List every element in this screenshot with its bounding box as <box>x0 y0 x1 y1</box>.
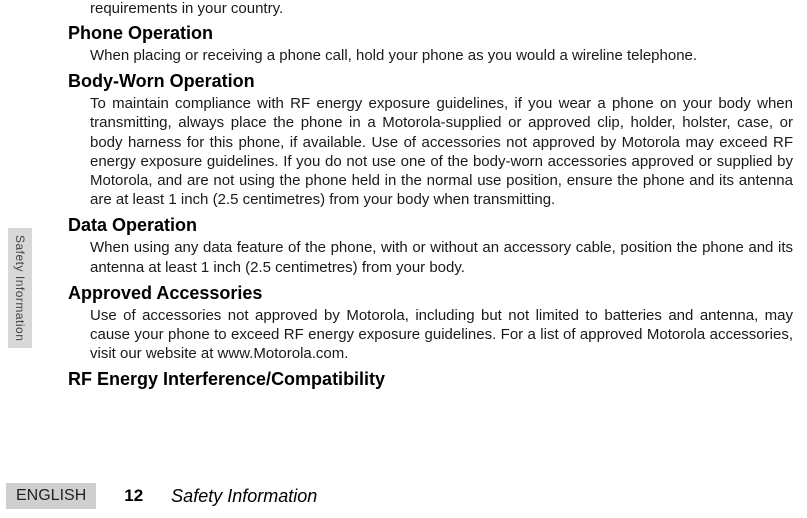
intro-text: requirements in your country. <box>90 0 793 17</box>
footer-page-number: 12 <box>124 486 143 506</box>
section-body-data-operation: When using any data feature of the phone… <box>90 238 793 276</box>
section-body-approved-accessories: Use of accessories not approved by Motor… <box>90 306 793 364</box>
page-content: requirements in your country. Phone Oper… <box>68 0 793 474</box>
section-heading-rf-interference: RF Energy Interference/Compatibility <box>68 369 793 390</box>
footer-language-label: ENGLISH <box>16 487 86 504</box>
section-body-phone-operation: When placing or receiving a phone call, … <box>90 46 793 65</box>
section-heading-approved-accessories: Approved Accessories <box>68 283 793 304</box>
section-heading-phone-operation: Phone Operation <box>68 23 793 44</box>
footer-title: Safety Information <box>171 486 317 507</box>
section-heading-data-operation: Data Operation <box>68 215 793 236</box>
footer-language-badge: ENGLISH <box>6 483 96 509</box>
section-heading-body-worn: Body-Worn Operation <box>68 71 793 92</box>
sidebar-tab: Safety Information <box>8 228 32 348</box>
page-footer: ENGLISH 12 Safety Information <box>0 474 807 518</box>
section-body-body-worn: To maintain compliance with RF energy ex… <box>90 94 793 209</box>
sidebar-tab-label: Safety Information <box>13 235 27 341</box>
